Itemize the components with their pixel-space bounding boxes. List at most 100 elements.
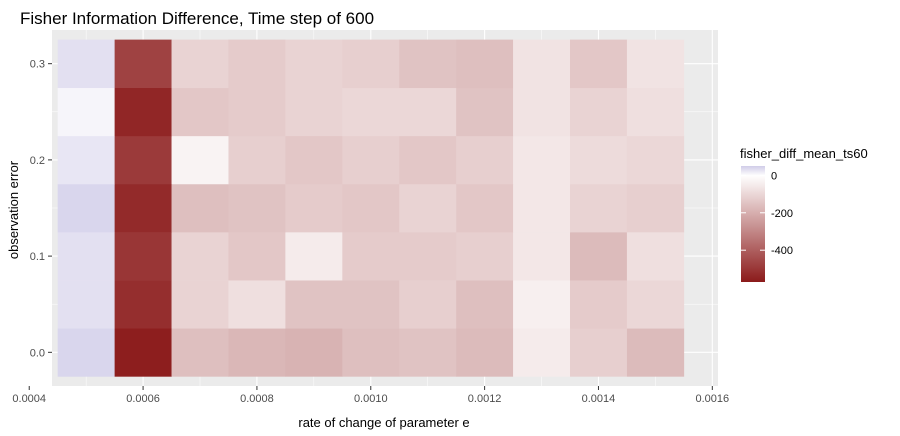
heatmap-tile bbox=[228, 135, 286, 185]
heatmap-tile bbox=[171, 135, 229, 185]
chart-title: Fisher Information Difference, Time step… bbox=[20, 9, 374, 28]
heatmap-tile bbox=[570, 135, 628, 185]
x-axis-title: rate of change of parameter e bbox=[298, 415, 469, 430]
heatmap-tile bbox=[399, 183, 457, 233]
heatmap-tile bbox=[342, 280, 400, 329]
heatmap-tile bbox=[171, 232, 229, 281]
x-tick-label: 0.0008 bbox=[240, 393, 274, 405]
heatmap-tile bbox=[57, 183, 115, 233]
heatmap-tile bbox=[228, 183, 286, 233]
heatmap-tile bbox=[228, 87, 286, 137]
heatmap-tile bbox=[171, 39, 229, 89]
heatmap-tile bbox=[171, 280, 229, 329]
heatmap-tile bbox=[513, 232, 571, 281]
heatmap-tile bbox=[399, 39, 457, 89]
heatmap-tile bbox=[513, 328, 571, 377]
heatmap-tile bbox=[285, 135, 343, 185]
heatmap-tile bbox=[342, 232, 400, 281]
x-tick-label: 0.0016 bbox=[695, 393, 729, 405]
legend-colorbar bbox=[741, 166, 765, 282]
heatmap-tile bbox=[399, 87, 457, 137]
heatmap-tile bbox=[342, 328, 400, 377]
heatmap-tile bbox=[626, 280, 685, 329]
heatmap-tiles bbox=[57, 39, 685, 377]
heatmap-tile bbox=[626, 135, 685, 185]
heatmap-tile bbox=[57, 280, 115, 329]
heatmap-tile bbox=[114, 232, 172, 281]
heatmap-tile bbox=[513, 183, 571, 233]
y-axis-title: observation error bbox=[6, 160, 21, 259]
heatmap-tile bbox=[171, 87, 229, 137]
x-axis-ticks: 0.0004 0.0006 0.0008 0.0010 0.0012 0.0014 0.00… bbox=[12, 386, 729, 405]
legend-ticks: 0 -200 -400 bbox=[741, 170, 793, 257]
heatmap-tile bbox=[626, 232, 685, 281]
heatmap-tile bbox=[570, 39, 628, 89]
heatmap-tile bbox=[513, 87, 571, 137]
heatmap-tile bbox=[228, 328, 286, 377]
legend-tick-label: -400 bbox=[771, 245, 793, 257]
heatmap-tile bbox=[285, 39, 343, 89]
heatmap-tile bbox=[114, 39, 172, 89]
heatmap-tile bbox=[57, 39, 115, 89]
x-tick-label: 0.0010 bbox=[354, 393, 388, 405]
heatmap-tile bbox=[570, 280, 628, 329]
heatmap-tile bbox=[456, 232, 514, 281]
heatmap-tile bbox=[342, 135, 400, 185]
legend-tick-label: 0 bbox=[771, 170, 777, 182]
heatmap-tile bbox=[456, 135, 514, 185]
heatmap-tile bbox=[570, 87, 628, 137]
legend: fisher_diff_mean_ts60 0 -200 -400 bbox=[740, 146, 868, 282]
legend-tick-label: -200 bbox=[771, 208, 793, 220]
heatmap-tile bbox=[456, 328, 514, 377]
heatmap-tile bbox=[114, 87, 172, 137]
heatmap-tile bbox=[285, 87, 343, 137]
y-axis-ticks: 0.0 0.1 0.2 0.3 bbox=[30, 59, 52, 359]
heatmap-tile bbox=[513, 280, 571, 329]
legend-title: fisher_diff_mean_ts60 bbox=[740, 146, 868, 161]
heatmap-tile bbox=[342, 183, 400, 233]
heatmap-tile bbox=[456, 183, 514, 233]
heatmap-tile bbox=[57, 232, 115, 281]
heatmap-tile bbox=[228, 39, 286, 89]
heatmap-tile bbox=[456, 280, 514, 329]
x-tick-label: 0.0014 bbox=[582, 393, 616, 405]
heatmap-tile bbox=[399, 135, 457, 185]
heatmap-tile bbox=[114, 183, 172, 233]
heatmap-tile bbox=[171, 183, 229, 233]
heatmap-tile bbox=[570, 183, 628, 233]
heatmap-tile bbox=[114, 328, 172, 377]
heatmap-tile bbox=[513, 135, 571, 185]
heatmap-tile bbox=[342, 39, 400, 89]
heatmap-tile bbox=[228, 280, 286, 329]
heatmap-tile bbox=[513, 39, 571, 89]
heatmap-tile bbox=[285, 183, 343, 233]
heatmap-tile bbox=[114, 280, 172, 329]
y-tick-label: 0.0 bbox=[30, 347, 45, 359]
heatmap-tile bbox=[456, 87, 514, 137]
heatmap-tile bbox=[626, 183, 685, 233]
y-tick-label: 0.2 bbox=[30, 155, 45, 167]
heatmap-tile bbox=[285, 232, 343, 281]
heatmap-tile bbox=[570, 328, 628, 377]
x-tick-label: 0.0004 bbox=[12, 393, 46, 405]
x-tick-label: 0.0012 bbox=[468, 393, 502, 405]
heatmap-tile bbox=[456, 39, 514, 89]
heatmap-tile bbox=[342, 87, 400, 137]
heatmap-tile bbox=[57, 328, 115, 377]
heatmap-tile bbox=[228, 232, 286, 281]
heatmap-tile bbox=[285, 280, 343, 329]
heatmap-tile bbox=[626, 328, 685, 377]
y-tick-label: 0.3 bbox=[30, 59, 45, 71]
heatmap-tile bbox=[626, 39, 685, 89]
y-tick-label: 0.1 bbox=[30, 251, 45, 263]
heatmap-tile bbox=[570, 232, 628, 281]
heatmap-tile bbox=[57, 87, 115, 137]
x-tick-label: 0.0006 bbox=[126, 393, 160, 405]
heatmap-tile bbox=[57, 135, 115, 185]
heatmap-tile bbox=[626, 87, 685, 137]
heatmap-tile bbox=[399, 232, 457, 281]
heatmap-tile bbox=[399, 328, 457, 377]
heatmap-tile bbox=[114, 135, 172, 185]
heatmap-tile bbox=[285, 328, 343, 377]
